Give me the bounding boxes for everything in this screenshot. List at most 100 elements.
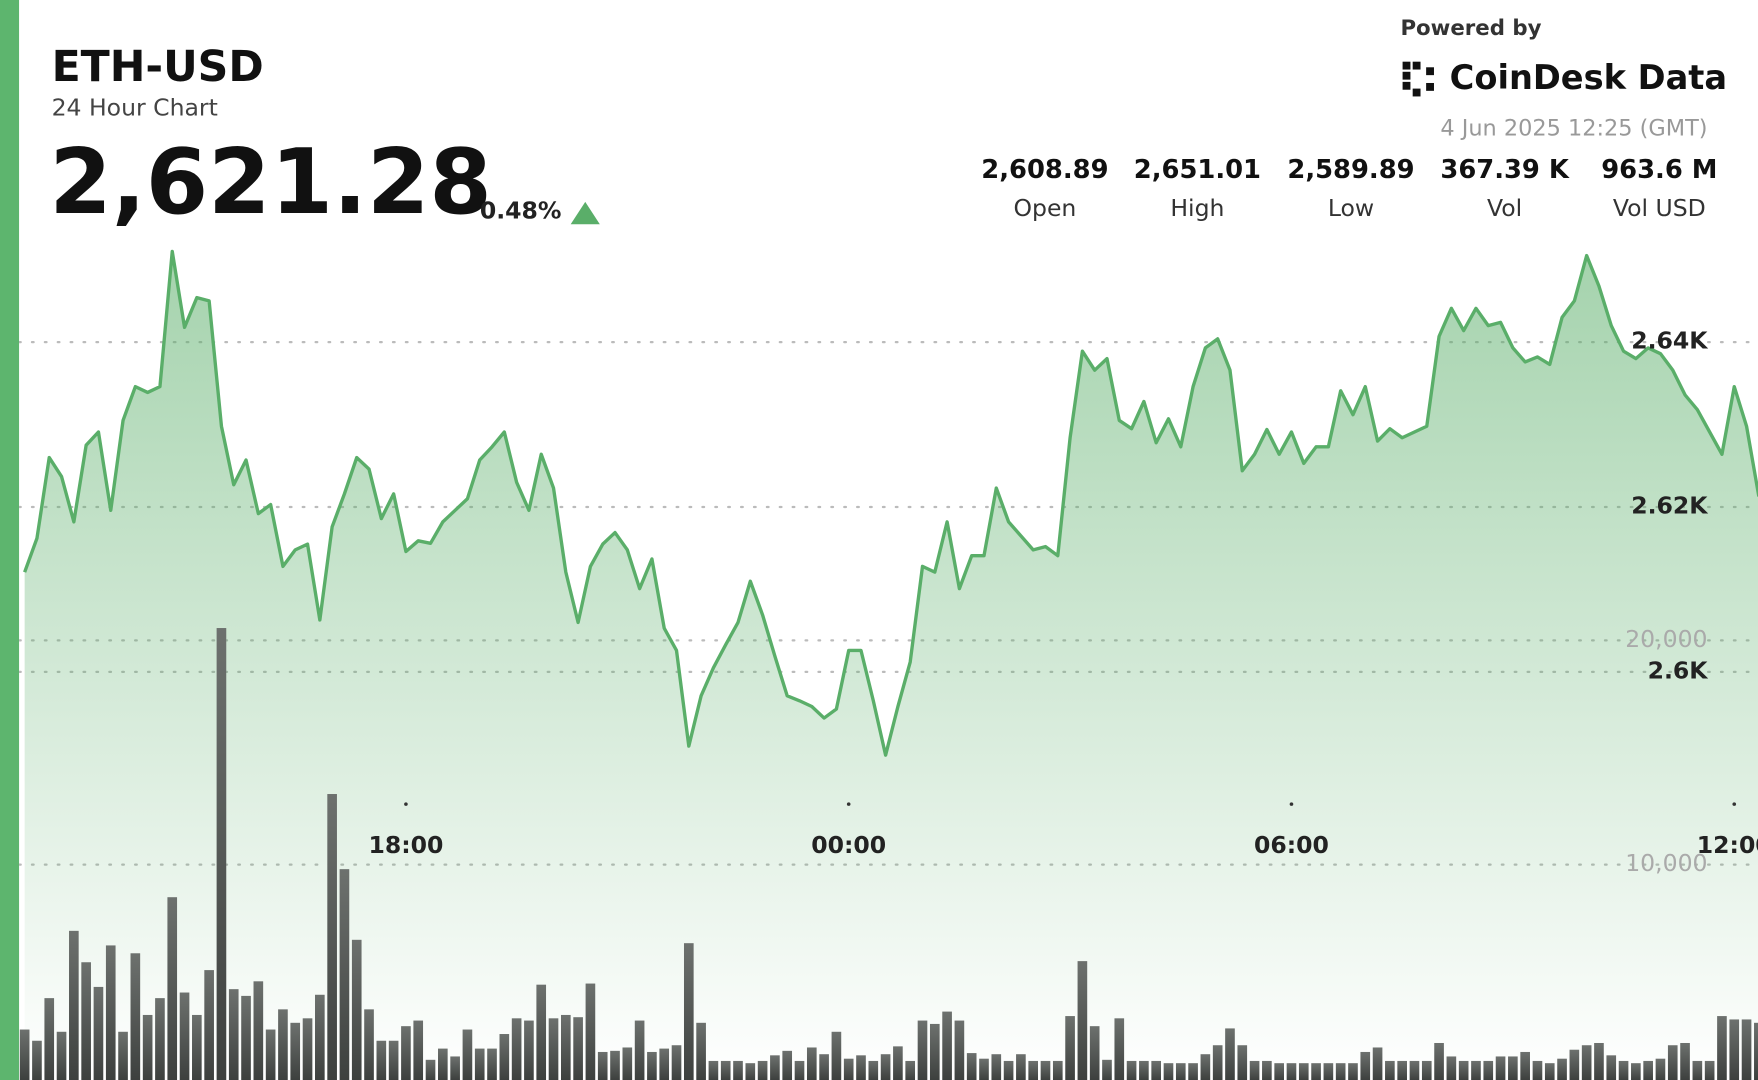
volume-bar [1667, 1045, 1678, 1080]
x-tick-mark [404, 802, 408, 806]
volume-bar [1188, 1063, 1198, 1080]
volume-bar [118, 1031, 128, 1080]
volume-bar [1286, 1063, 1297, 1080]
volume-bar [1225, 1028, 1235, 1080]
stat-value: 963.6 M [1601, 155, 1717, 185]
volume-bar [573, 1017, 583, 1080]
volume-bar [917, 1020, 928, 1080]
volume-bar [548, 1018, 559, 1080]
volume-bar [770, 1055, 780, 1080]
price: 2,621.28 [49, 131, 492, 235]
stats: 2,608.89 Open 2,651.01 High 2,589.89 Low… [981, 155, 1717, 222]
volume-bar [1298, 1063, 1309, 1080]
x-tick-mark [1732, 802, 1737, 806]
stat-value: 2,589.89 [1287, 155, 1414, 185]
volume-bar [167, 897, 178, 1080]
volume-bar [351, 939, 362, 1080]
volume-bar [843, 1058, 854, 1080]
volume-bar [19, 1029, 30, 1080]
volume-bar [720, 1060, 731, 1080]
volume-bar [1434, 1042, 1444, 1080]
volume-bar [1729, 1019, 1740, 1080]
price-area [24, 251, 1758, 1080]
stat-value: 367.39 K [1440, 155, 1569, 185]
volume-bar [278, 1009, 288, 1080]
volume-bar [327, 794, 337, 1080]
volume-bar [1557, 1058, 1567, 1080]
volume-bar [1581, 1045, 1592, 1080]
volume-bar [511, 1018, 522, 1080]
volume-bar [105, 945, 116, 1080]
x-tick-mark [1289, 802, 1294, 806]
volume-bar [536, 984, 547, 1080]
volume-bar [671, 1045, 682, 1080]
volume-bar [1114, 1018, 1125, 1080]
volume-bar [1200, 1054, 1211, 1080]
volume-bar [733, 1060, 743, 1080]
volume-bar [1643, 1060, 1653, 1080]
volume-bar [93, 986, 104, 1080]
volume-bar [893, 1046, 903, 1080]
volume-bar [462, 1029, 473, 1080]
volume-bar [868, 1060, 879, 1080]
volume-bar [1421, 1060, 1432, 1080]
volume-bar [1175, 1063, 1186, 1080]
volume-bar [1262, 1060, 1272, 1080]
plot-area [19, 249, 1758, 1080]
volume-bar [339, 869, 350, 1080]
volume-bar [1028, 1060, 1039, 1080]
volume-bar [745, 1063, 756, 1080]
volume-bar [1692, 1060, 1703, 1080]
volume-bar [1618, 1060, 1629, 1080]
volume-bar [757, 1060, 768, 1080]
volume-bar [1249, 1060, 1260, 1080]
volume-bar [1471, 1060, 1481, 1080]
volume-bar [32, 1040, 42, 1080]
stat-label: Vol USD [1613, 194, 1706, 222]
volume-bar [1495, 1056, 1506, 1080]
volume-bar [966, 1053, 977, 1080]
volume-bar [880, 1054, 891, 1080]
brand-name: CoinDesk Data [1450, 58, 1727, 97]
volume-bar [585, 983, 596, 1080]
volume-bar [1704, 1060, 1715, 1080]
volume-bar [253, 981, 264, 1080]
volume-bar [1508, 1056, 1518, 1080]
volume-bar [69, 930, 79, 1080]
powered-by: Powered by [1400, 16, 1541, 41]
volume-bar [929, 1023, 940, 1080]
price-line [23, 249, 1758, 757]
x-tick-label: 12:00 [1697, 831, 1758, 859]
volume-bar [388, 1040, 399, 1080]
price-change: 0.48% [480, 196, 562, 224]
volume-bar [1102, 1059, 1112, 1080]
volume-bar [413, 1020, 424, 1080]
volume-bar [683, 943, 694, 1080]
volume-bar [794, 1060, 805, 1080]
stat-label: High [1170, 194, 1224, 222]
volume-bar [179, 992, 190, 1080]
up-arrow [570, 201, 600, 225]
volume-bar [1311, 1063, 1321, 1080]
volume-bar [1139, 1060, 1149, 1080]
volume-bar [204, 970, 214, 1080]
stat-label: Vol [1487, 194, 1522, 222]
volume-bar [708, 1060, 719, 1080]
volume-bar [376, 1040, 387, 1080]
x-tick-label: 06:00 [1254, 831, 1329, 859]
volume-bar [1655, 1058, 1666, 1080]
volume-bar [524, 1020, 534, 1080]
volume-bar [450, 1056, 460, 1080]
volume-bar [1458, 1060, 1469, 1080]
x-tick-mark [846, 802, 851, 806]
volume-bar [1212, 1045, 1223, 1080]
volume-bar [1077, 961, 1088, 1080]
volume-bar [241, 995, 251, 1080]
stat-value: 2,651.01 [1134, 155, 1261, 185]
accent-bar [0, 0, 20, 1080]
volume-bar [696, 1022, 706, 1080]
volume-bar [991, 1054, 1002, 1080]
stat-label: Low [1328, 194, 1374, 222]
